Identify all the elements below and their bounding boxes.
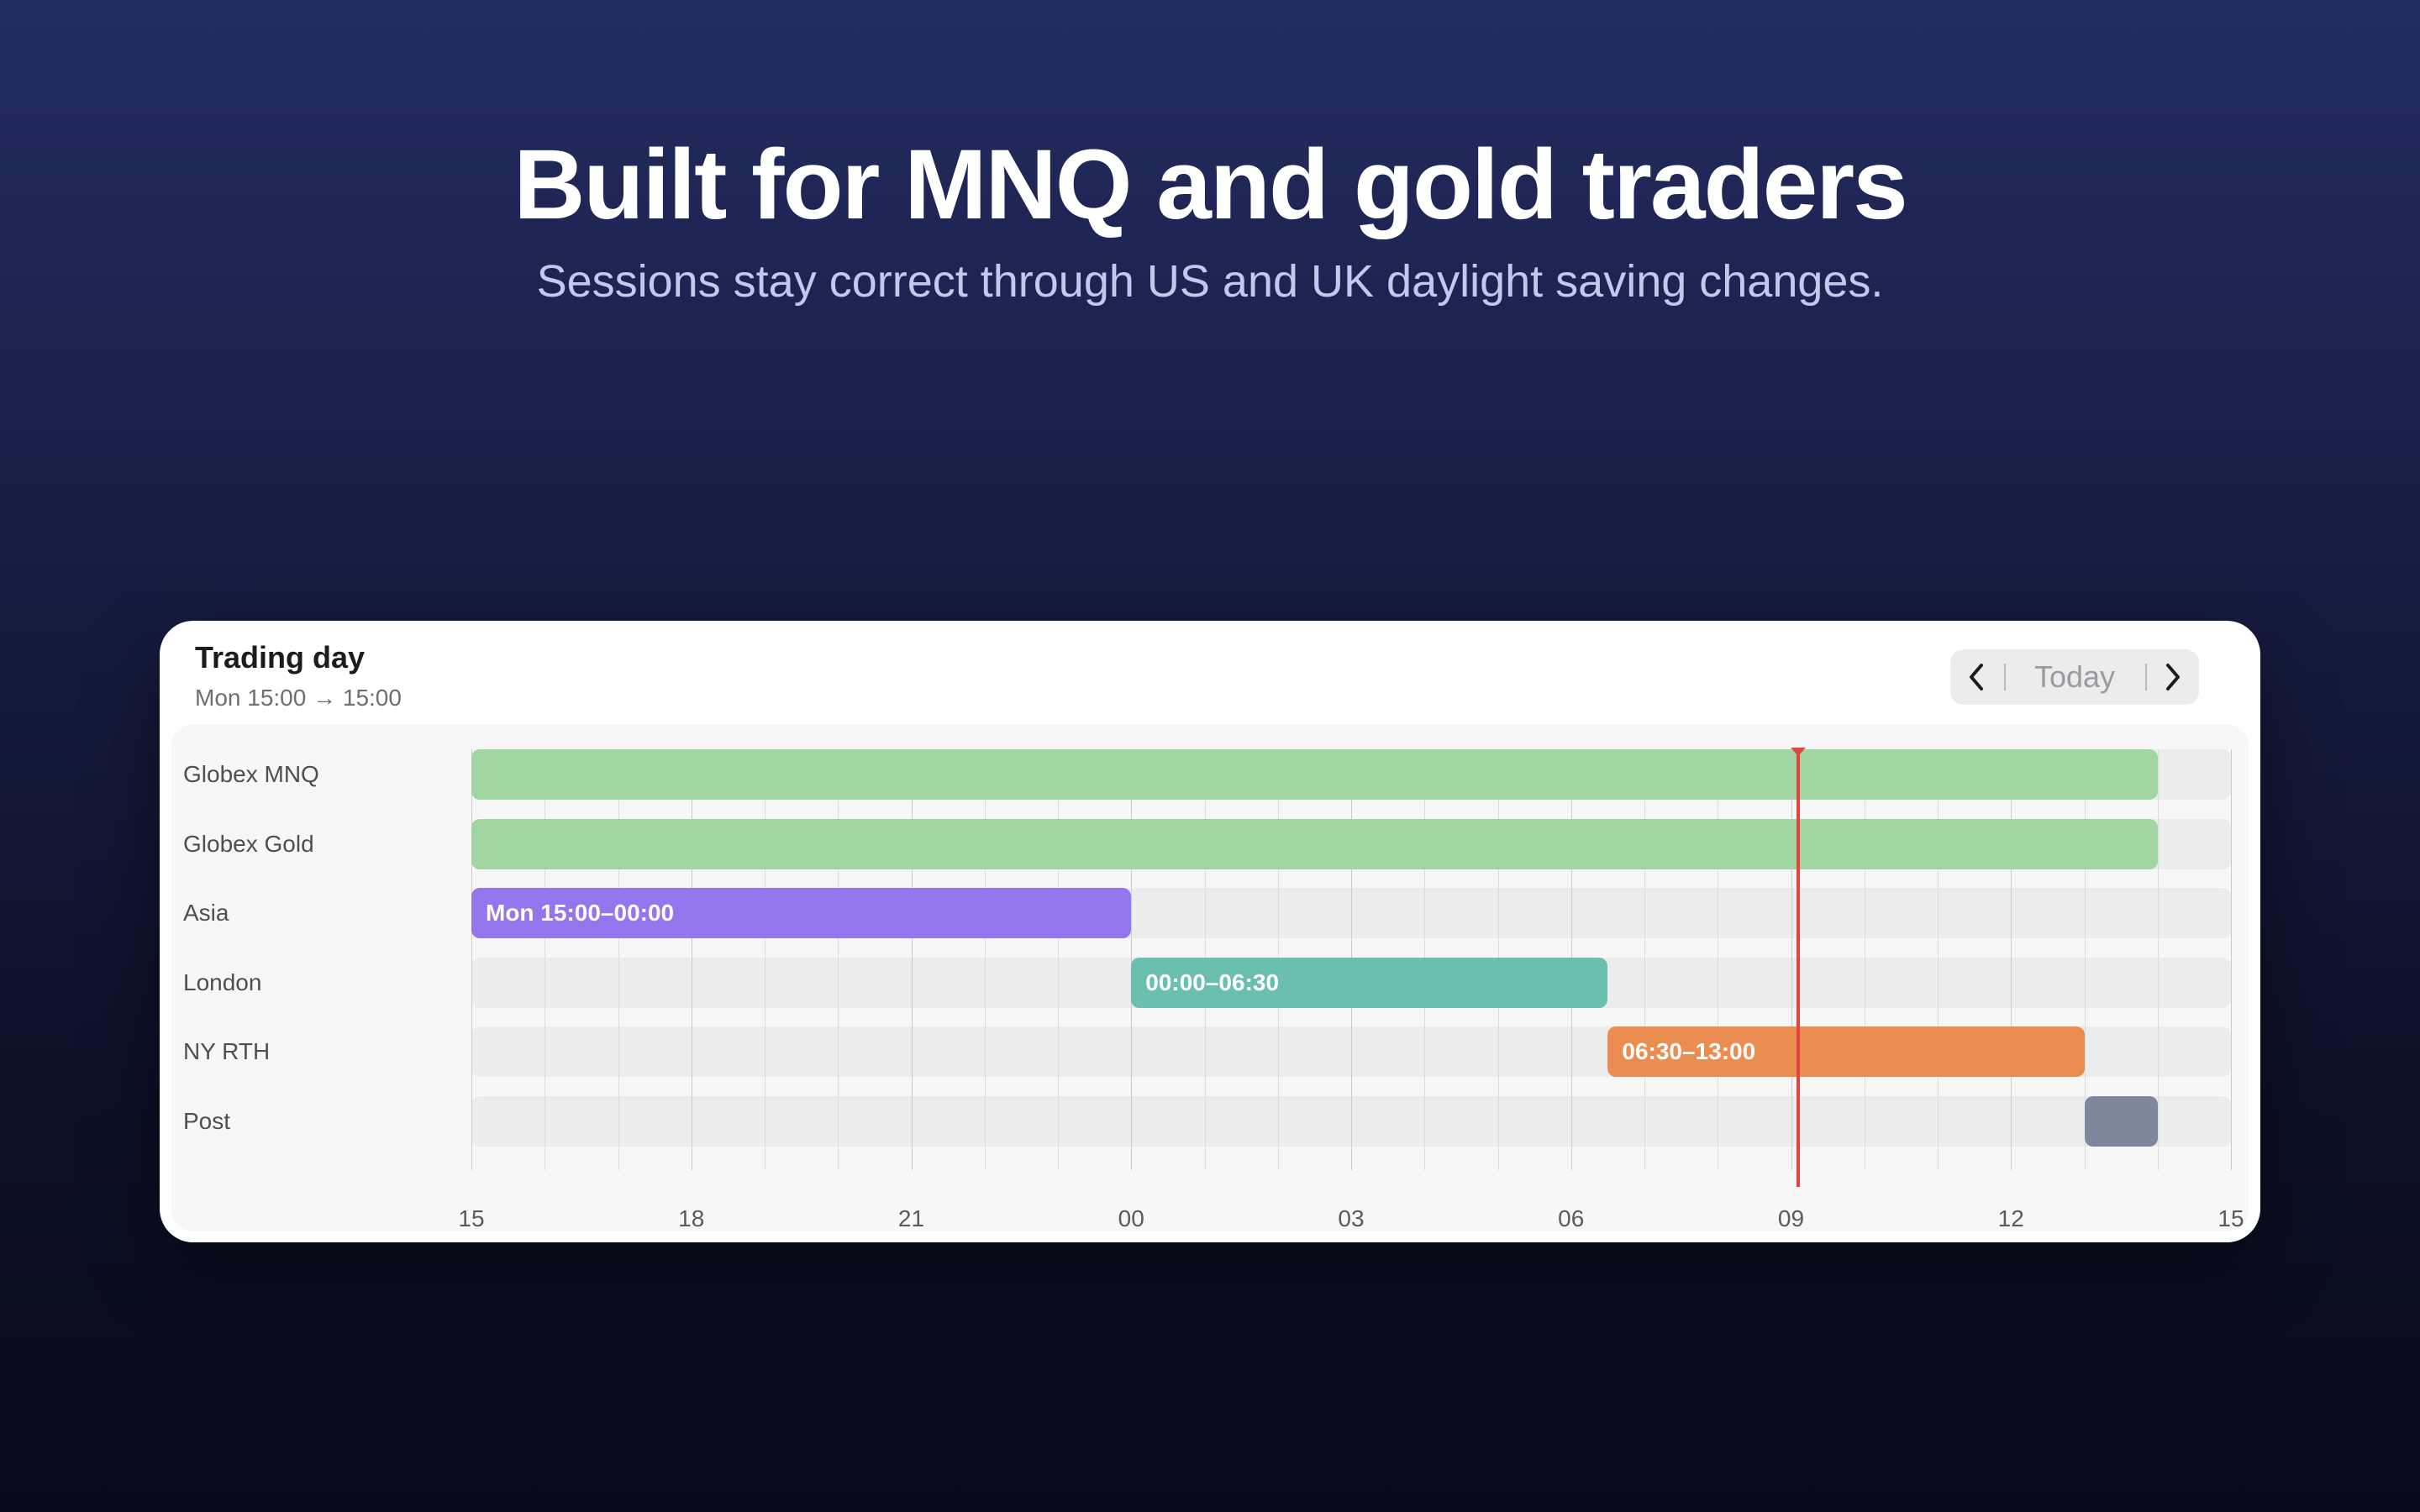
x-axis-tick-label: 15 bbox=[2217, 1205, 2244, 1231]
previous-day-button[interactable] bbox=[1950, 649, 2002, 705]
session-bar[interactable] bbox=[471, 749, 2158, 800]
hour-gridline bbox=[2157, 749, 2159, 1170]
hour-gridline bbox=[2011, 749, 2012, 1170]
card-title: Trading day bbox=[195, 640, 366, 675]
next-day-button[interactable] bbox=[2147, 649, 2199, 705]
today-button[interactable]: Today bbox=[2033, 659, 2116, 694]
x-axis-tick-label: 03 bbox=[1338, 1205, 1365, 1231]
session-bar[interactable]: Mon 15:00–00:00 bbox=[471, 888, 1132, 938]
hour-gridline bbox=[911, 749, 913, 1170]
session-bar[interactable] bbox=[2084, 1095, 2158, 1147]
x-axis-tick-label: 18 bbox=[678, 1205, 705, 1231]
hour-gridline bbox=[1644, 749, 1645, 1170]
row-label: London bbox=[183, 969, 262, 995]
hour-gridline bbox=[2084, 749, 2086, 1170]
day-navigation: Today bbox=[1950, 649, 2199, 705]
current-time-marker-cap bbox=[1791, 748, 1807, 756]
session-bar[interactable]: 00:00–06:30 bbox=[1131, 957, 1608, 1008]
x-axis-tick-label: 21 bbox=[897, 1205, 925, 1231]
nav-divider bbox=[2004, 664, 2006, 690]
hero-title: Built for MNQ and gold traders bbox=[513, 129, 1908, 240]
card-date-range: Mon 15:00 → 15:00 bbox=[195, 685, 402, 711]
row-label: Globex Gold bbox=[183, 830, 314, 857]
row-label: Asia bbox=[183, 900, 229, 926]
hour-gridline bbox=[2231, 749, 2232, 1170]
hour-gridline bbox=[1791, 749, 1792, 1170]
session-bar-label: 00:00–06:30 bbox=[1145, 969, 1280, 995]
x-axis-tick-label: 09 bbox=[1777, 1205, 1805, 1231]
hero-subtitle: Sessions stay correct through US and UK … bbox=[536, 256, 1884, 307]
hour-gridline bbox=[1938, 749, 1939, 1170]
hour-gridline bbox=[471, 749, 472, 1170]
hour-gridline bbox=[984, 749, 986, 1170]
row-label: Post bbox=[183, 1107, 231, 1134]
row-label: NY RTH bbox=[183, 1038, 271, 1064]
session-bar-label: 06:30–13:00 bbox=[1622, 1038, 1756, 1064]
nav-divider bbox=[2145, 664, 2147, 690]
session-timeline-chart: Globex MNQ Globex Gold Asia Mon 15:00–00:00… bbox=[171, 725, 2249, 1231]
hour-gridline bbox=[1058, 749, 1059, 1170]
session-bar[interactable] bbox=[471, 818, 2158, 869]
x-axis-tick-label: 00 bbox=[1118, 1205, 1144, 1231]
x-axis-tick-label: 12 bbox=[1997, 1205, 2024, 1231]
x-axis-tick-label: 06 bbox=[1558, 1205, 1585, 1231]
trading-day-card: Trading day Mon 15:00 → 15:00 Today Glob… bbox=[160, 621, 2260, 1242]
chevron-right-icon bbox=[2166, 664, 2180, 690]
session-bar-label: Mon 15:00–00:00 bbox=[486, 900, 675, 926]
row-label: Globex MNQ bbox=[183, 761, 319, 787]
chevron-left-icon bbox=[1970, 664, 1983, 690]
x-axis-tick-label: 15 bbox=[458, 1205, 485, 1231]
current-time-marker bbox=[1797, 749, 1801, 1187]
hour-gridline bbox=[1131, 749, 1133, 1170]
hour-gridline bbox=[618, 749, 619, 1170]
session-bar[interactable]: 06:30–13:00 bbox=[1607, 1026, 2085, 1077]
hour-gridline bbox=[544, 749, 546, 1170]
hour-gridline bbox=[838, 749, 839, 1170]
